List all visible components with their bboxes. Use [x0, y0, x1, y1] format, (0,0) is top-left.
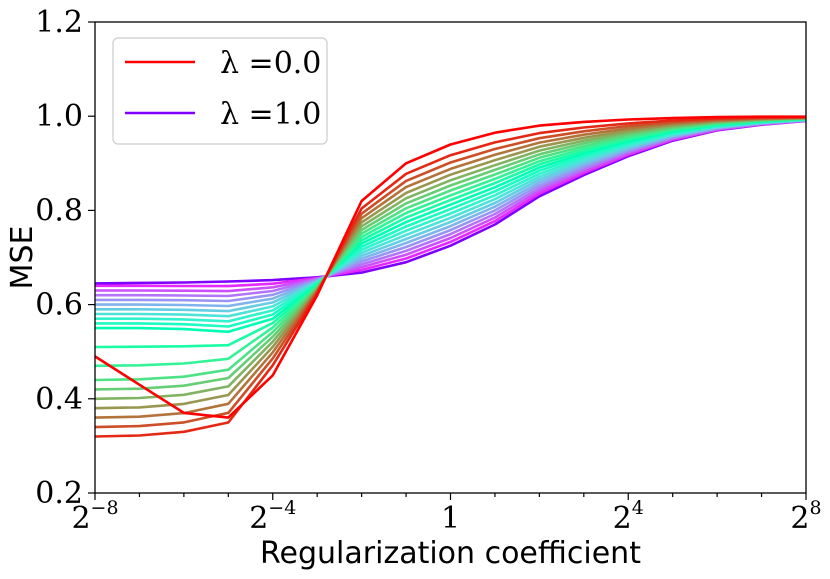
y-axis-title: MSE	[5, 226, 40, 290]
series-line-lambda-0.80	[95, 119, 807, 303]
series-lines-group	[94, 115, 807, 438]
x-tick-label: 2−8	[71, 497, 118, 536]
x-tick-label: 28	[790, 497, 821, 536]
series-line-lambda-0.35	[94, 117, 807, 382]
series-line-lambda-0.05	[94, 115, 807, 438]
y-tick-label: 0.6	[35, 288, 83, 323]
legend-prefix: λ =	[220, 97, 274, 132]
legend-prefix: λ =	[220, 46, 274, 81]
series-line-lambda-0.30	[94, 117, 807, 391]
x-axis-title: Regularization coefficient	[260, 536, 641, 571]
legend-value: 0.0	[274, 46, 322, 81]
y-tick-label: 0.2	[35, 476, 83, 511]
series-line-lambda-0.00	[94, 115, 806, 419]
x-tick-label: 24	[613, 497, 644, 536]
x-tick-label: 2−4	[249, 497, 296, 536]
legend-value: 1.0	[274, 97, 322, 132]
series-line-lambda-0.10	[94, 116, 807, 429]
y-tick-label: 1.0	[35, 99, 83, 134]
legend-label-lambda-1: λ =1.0	[220, 97, 321, 132]
y-tick-label: 0.8	[35, 193, 83, 228]
series-line-lambda-0.25	[94, 116, 807, 401]
legend-label-lambda-0: λ =0.0	[220, 46, 321, 81]
y-tick-label: 1.2	[35, 5, 83, 40]
x-tick-label: 1	[441, 501, 460, 536]
legend-box	[112, 37, 328, 145]
y-tick-label: 0.4	[35, 382, 83, 417]
legend: λ =0.0 λ =1.0	[112, 37, 328, 145]
axis-ticks-group: 0.2 0.4 0.6 0.8 1.0 1.2 2−8 2−4 1 24 28	[35, 5, 821, 536]
